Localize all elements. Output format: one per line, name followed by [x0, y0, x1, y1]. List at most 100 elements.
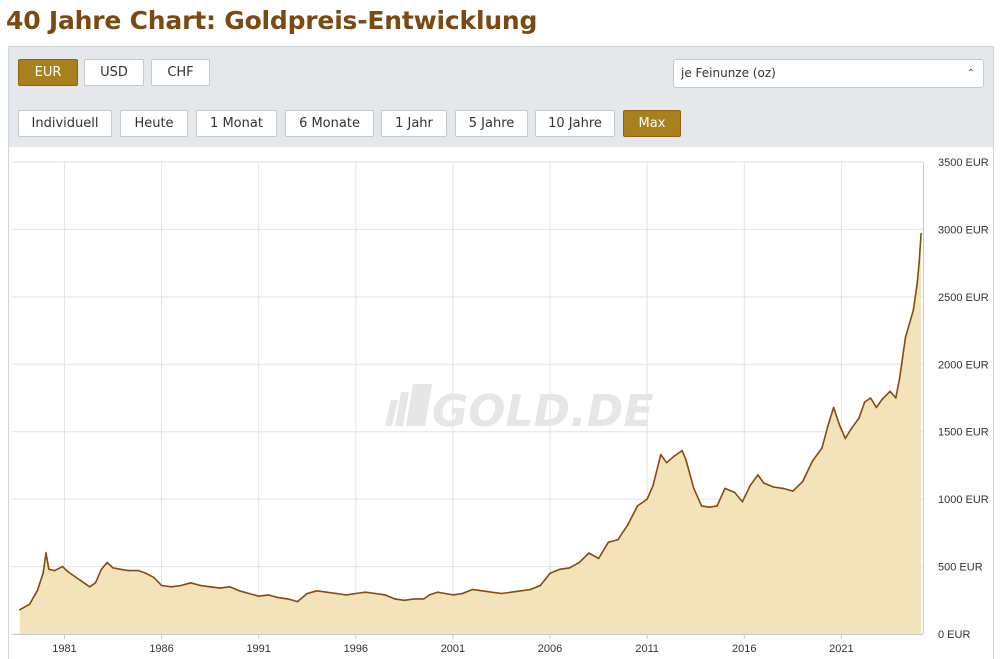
price-point — [559, 568, 561, 571]
price-point — [296, 600, 299, 603]
price-point — [228, 586, 231, 588]
price-point — [471, 588, 474, 591]
price-point — [652, 484, 654, 487]
price-point — [895, 397, 897, 399]
price-point — [801, 480, 804, 483]
price-point — [145, 572, 147, 575]
price-point — [700, 505, 703, 507]
price-point — [461, 592, 464, 595]
price-point — [741, 501, 744, 503]
unit-select[interactable]: je Feinunze (oz) ⌃ — [673, 59, 984, 88]
price-point — [881, 398, 883, 401]
price-point — [549, 572, 551, 575]
price-point — [918, 262, 920, 264]
price-point — [384, 594, 386, 596]
price-point — [749, 484, 751, 487]
price-point — [757, 474, 759, 476]
price-point — [88, 586, 91, 588]
range-button-5-jahre[interactable]: 5 Jahre — [455, 110, 528, 137]
price-point — [792, 490, 794, 492]
range-button-1-monat[interactable]: 1 Monat — [196, 110, 277, 137]
price-point — [520, 590, 522, 592]
price-point — [364, 591, 367, 593]
price-point — [597, 557, 600, 560]
x-tick-label: 2001 — [441, 643, 465, 655]
x-tick-label: 1996 — [344, 643, 368, 655]
y-tick-label: 1500 EUR — [938, 427, 989, 439]
price-point — [617, 538, 619, 541]
range-button-heute[interactable]: Heute — [120, 110, 188, 137]
price-point — [306, 592, 309, 595]
price-point — [45, 552, 47, 554]
price-point — [708, 506, 711, 509]
range-button-6-monate[interactable]: 6 Monate — [285, 110, 374, 137]
price-point — [568, 567, 571, 569]
price-point — [67, 571, 70, 573]
price-point — [673, 455, 676, 457]
chart-toolbar: EUR USD CHF je Feinunze (oz) ⌃ Individue… — [9, 47, 993, 147]
x-tick-label: 2016 — [732, 643, 756, 655]
price-point — [782, 487, 784, 490]
price-point — [238, 590, 241, 592]
price-point — [393, 598, 396, 600]
price-point — [248, 592, 250, 595]
price-point — [199, 584, 202, 587]
price-point — [636, 505, 639, 507]
price-point — [811, 460, 814, 463]
range-button-10-jahre[interactable]: 10 Jahre — [535, 110, 615, 137]
price-point — [374, 592, 377, 595]
range-button-individuell[interactable]: Individuell — [18, 110, 112, 137]
price-point — [75, 576, 77, 579]
price-point — [772, 486, 775, 488]
price-point — [444, 592, 447, 595]
price-point — [912, 309, 915, 312]
price-point — [413, 598, 415, 600]
range-button-1-jahr[interactable]: 1 Jahr — [381, 110, 447, 137]
price-point — [838, 424, 841, 426]
price-point — [863, 401, 866, 403]
watermark-text: GOLD.DE — [432, 386, 653, 437]
price-point — [423, 598, 425, 600]
x-tick-label: 1991 — [246, 643, 270, 655]
price-point — [681, 449, 683, 452]
price-area — [19, 233, 922, 634]
price-point — [287, 598, 289, 600]
price-point — [335, 592, 338, 595]
price-point — [827, 425, 829, 428]
price-point — [403, 599, 406, 602]
price-point — [510, 591, 512, 593]
price-point — [48, 568, 50, 571]
unit-select-value: je Feinunze (oz) — [681, 66, 776, 80]
currency-button-chf[interactable]: CHF — [151, 59, 210, 86]
currency-button-usd[interactable]: USD — [84, 59, 144, 86]
price-point — [660, 453, 662, 456]
watermark-logo-icon — [385, 384, 432, 426]
price-point — [832, 406, 835, 409]
price-point — [665, 461, 668, 464]
price-point — [120, 568, 122, 571]
price-point — [100, 568, 103, 571]
x-tick-label: 2021 — [829, 643, 853, 655]
price-point — [733, 491, 736, 494]
page-title: 40 Jahre Chart: Goldpreis-Entwicklung — [6, 6, 538, 35]
price-point — [875, 406, 878, 409]
currency-button-eur[interactable]: EUR — [18, 59, 78, 86]
price-point — [277, 596, 279, 599]
price-point — [170, 586, 173, 588]
price-point — [83, 582, 85, 584]
price-point — [112, 567, 114, 569]
price-point — [257, 595, 260, 597]
x-tick-label: 2006 — [538, 643, 562, 655]
price-point — [607, 541, 610, 544]
price-point — [578, 561, 580, 564]
price-point — [355, 592, 357, 595]
price-point — [53, 569, 56, 572]
price-point — [889, 390, 891, 393]
range-button-max[interactable]: Max — [623, 110, 681, 137]
price-point — [693, 487, 695, 490]
price-point — [646, 498, 648, 500]
price-point — [180, 584, 182, 587]
price-point — [160, 584, 163, 587]
price-point — [916, 282, 918, 285]
price-point — [627, 524, 629, 526]
